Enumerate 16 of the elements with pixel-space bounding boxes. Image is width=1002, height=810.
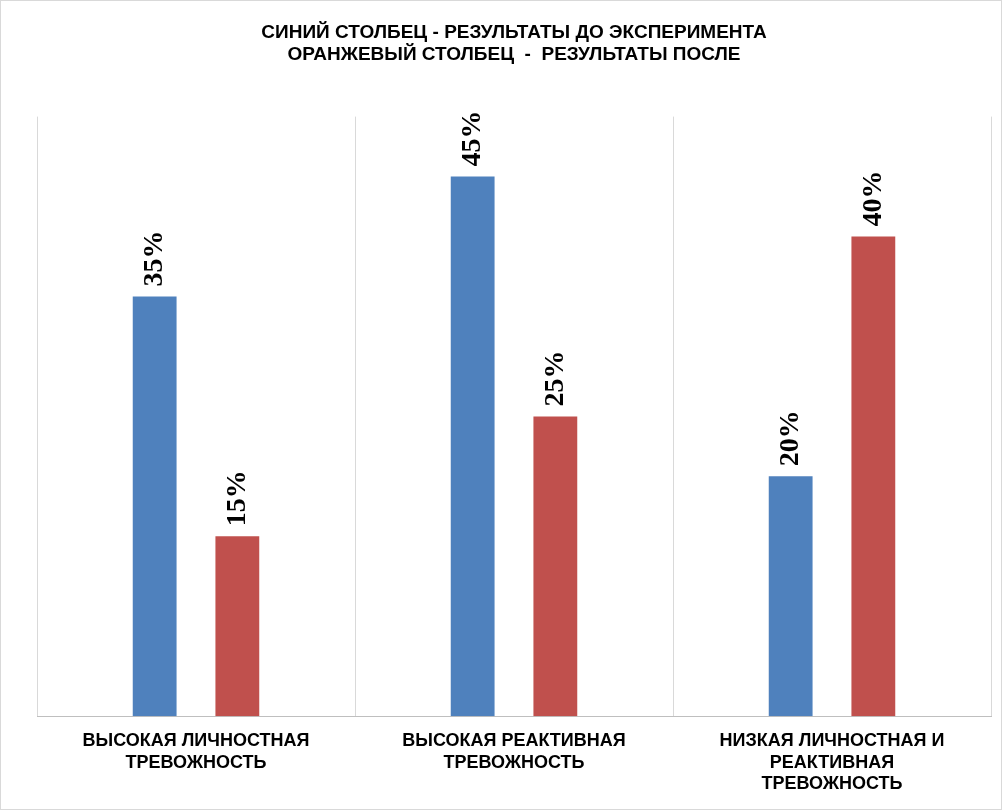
x-tick-label: ВЫСОКАЯ ЛИЧНОСТНАЯ ТРЕВОЖНОСТЬ — [82, 729, 310, 772]
data-label: 45% — [454, 110, 486, 167]
x-tick-label: НИЗКАЯ ЛИЧНОСТНАЯ И РЕАКТИВНАЯ ТРЕВОЖНОСТЬ — [719, 729, 945, 794]
data-label: 15% — [219, 470, 251, 527]
data-label: 25% — [537, 350, 569, 407]
data-label: 20% — [772, 410, 804, 467]
bar — [851, 236, 896, 717]
x-tick-label: ВЫСОКАЯ РЕАКТИВНАЯ ТРЕВОЖНОСТЬ — [402, 729, 626, 772]
chart-title: СИНИЙ СТОЛБЕЦ - РЕЗУЛЬТАТЫ ДО ЭКСПЕРИМЕНТА ОРАНЖЕВЫЙ СТОЛБЕЦ - РЕЗУЛЬТАТЫ ПОСЛЕ — [261, 20, 767, 65]
bar — [132, 296, 177, 717]
bar — [768, 476, 813, 717]
data-label: 35% — [136, 230, 168, 287]
bar — [450, 176, 495, 717]
data-label: 40% — [855, 170, 887, 227]
bar — [215, 536, 260, 717]
bar — [533, 416, 578, 717]
